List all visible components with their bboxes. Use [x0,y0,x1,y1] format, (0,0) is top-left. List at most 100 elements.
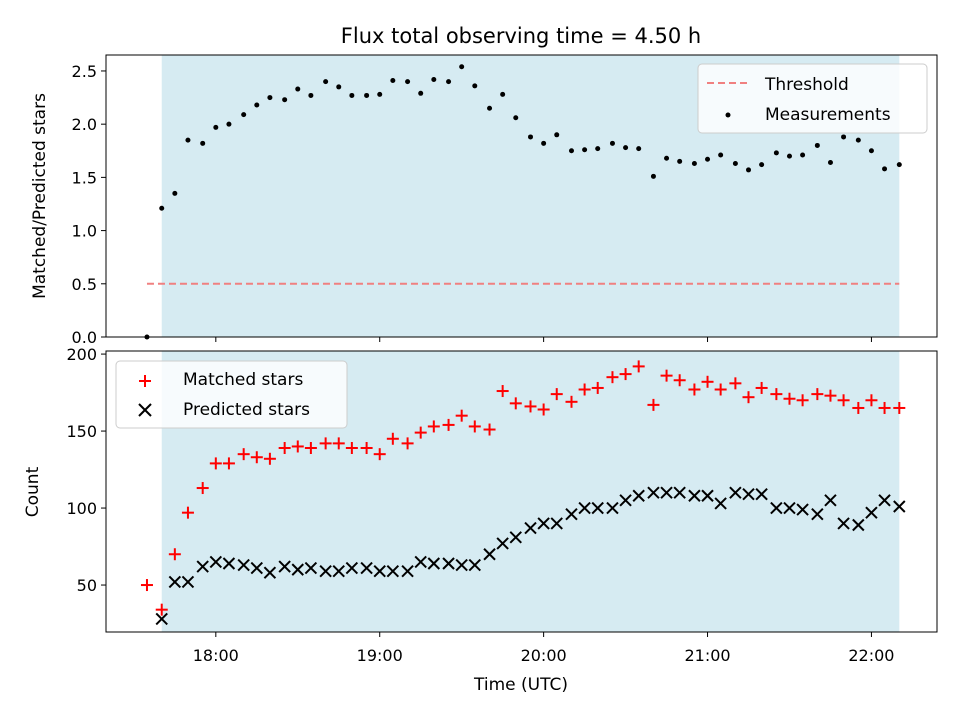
matched-star-point [701,375,714,388]
matched-star-point [155,603,168,616]
matched-star-point [565,395,578,408]
measurement-point [254,102,260,108]
matched-star-point [852,401,865,414]
measurement-point [446,79,452,85]
matched-star-point [237,448,250,461]
measurement-point [773,150,779,156]
predicted-star-point [770,501,783,515]
predicted-star-point [237,558,250,572]
predicted-star-point [783,501,796,515]
measurement-point [746,167,752,173]
predicted-star-point [345,561,359,575]
matched-star-point [496,385,509,398]
matched-star-point [181,506,194,519]
matched-star-point [893,401,906,414]
top-y-tick-label: 0.0 [72,328,97,347]
x-tick-label: 22:00 [848,646,894,665]
matched-star-point [250,451,263,464]
measurement-point [500,91,506,97]
matched-legend-label: Matched stars [183,370,303,390]
matched-star-point [688,383,701,396]
predicted-star-point [291,563,304,576]
measurement-point [855,137,861,143]
predicted-star-point [811,508,824,521]
predicted-star-point [250,561,264,575]
measurements-legend-label: Measurements [765,105,891,125]
predicted-star-point [893,500,906,513]
chart-title: Flux total observing time = 4.50 h [341,24,701,48]
matched-star-point [483,423,496,436]
predicted-star-point [878,494,891,507]
matched-star-point [222,457,235,470]
matched-stars-layer [140,360,906,616]
measurement-points-layer [144,64,902,340]
top-legend: Threshold Measurements [697,63,928,134]
matched-star-point [345,442,358,455]
predicted-star-point [209,555,223,569]
matched-star-point [619,368,632,381]
bottom-y-tick-label: 50 [77,576,97,595]
x-tick-label: 21:00 [684,646,730,665]
measurement-point [185,137,191,143]
measurement-point [172,190,178,196]
matched-star-point [278,442,291,455]
predicted-star-point [755,487,768,501]
measurement-point [882,166,888,172]
predicted-star-point [222,557,236,570]
top-y-tick-label: 1.0 [72,222,97,241]
predicted-star-point [168,575,182,589]
x-axis-label: Time (UTC) [473,675,568,695]
matched-star-point [319,437,332,450]
top-y-tick-label: 1.5 [72,168,97,187]
measurement-point [705,156,711,162]
measurement-point [487,105,493,111]
matched-star-point [360,442,373,455]
matched-legend-swatch [139,375,151,387]
measurement-point [364,92,370,98]
measurement-point [213,124,219,130]
measurement-point [390,78,396,84]
matched-star-point [537,403,550,416]
measurement-point [336,84,342,90]
matched-star-point [509,397,522,410]
predicted-star-point [714,497,727,510]
top-plot-frame [105,54,938,338]
matched-star-point [632,360,645,373]
top-y-tick-label: 2.0 [72,115,97,134]
measurement-point [377,91,383,97]
matched-star-point [263,452,276,465]
measurement-point [786,153,792,159]
top-y-axis-label: Matched/Predicted stars [30,93,50,299]
predicted-star-point [455,558,468,572]
predicted-star-point [181,575,195,589]
predicted-star-point [632,489,645,502]
predicted-star-point [319,564,332,578]
matched-star-point [442,418,455,431]
matched-star-point [783,392,796,405]
matched-star-point [550,388,563,401]
measurement-point [405,79,411,85]
measurement-point [554,132,560,138]
predicted-star-point [360,561,373,575]
measurement-point [677,158,683,164]
predicted-star-point [647,486,660,499]
matched-star-point [878,401,891,414]
predicted-star-point [565,508,578,521]
bottom-y-tick-label: 100 [66,499,97,518]
measurement-point [568,148,574,154]
bottom-y-axis-label: Count [23,466,43,517]
matched-star-point [837,394,850,407]
measurement-point [295,86,301,92]
matched-star-point [196,482,209,495]
matched-star-point [770,388,783,401]
matched-star-point [373,448,386,461]
predicted-star-point [278,560,291,573]
predicted-star-point [852,518,865,532]
predicted-star-point [332,564,345,578]
measurement-point [349,92,355,98]
bottom-panel: 50 100 150 200 18:00 19:00 20:00 21:00 22:00 Co… [23,345,938,695]
predicted-star-point [824,494,837,507]
predicted-star-point [729,486,742,499]
top-y-tick-label: 2.5 [72,62,97,81]
bottom-y-axis: 50 100 150 200 [66,345,106,595]
